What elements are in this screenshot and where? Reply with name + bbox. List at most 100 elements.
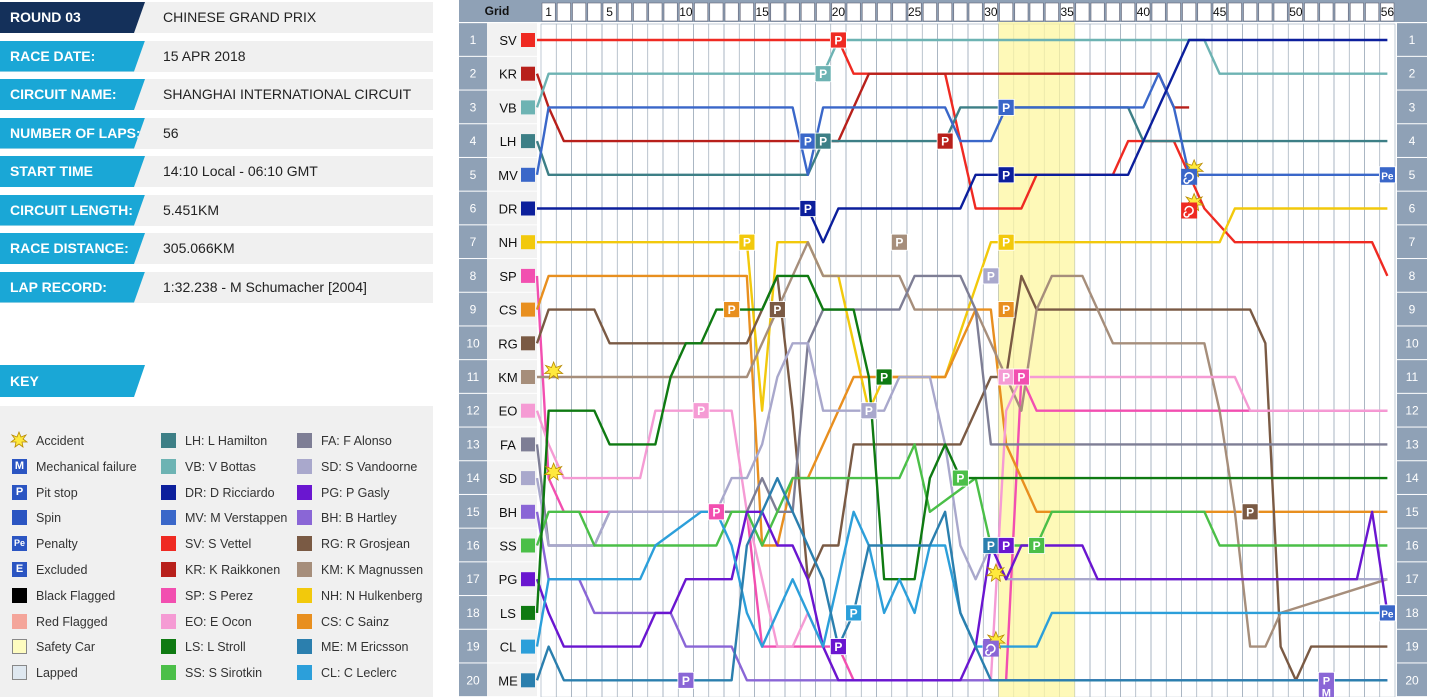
- race-info-label: RACE DATE:: [0, 41, 145, 72]
- grid-driver-code: FA: [500, 437, 516, 452]
- pit-marker: [1028, 537, 1046, 554]
- lap-column: [1089, 23, 1106, 697]
- lap-header-cell: [1075, 2, 1090, 22]
- position-number: 11: [467, 370, 480, 384]
- grid-driver-code: CL: [500, 640, 517, 655]
- lap-header-cell: [1349, 2, 1364, 22]
- key-item-label: CL: C Leclerc: [321, 666, 397, 681]
- excluded-icon: E: [12, 562, 27, 577]
- key-item-label: Lapped: [36, 666, 78, 681]
- pit-marker-glyph: P: [682, 674, 690, 688]
- driver-color-swatch: [161, 458, 176, 474]
- lap-tick-label: 5: [606, 5, 613, 19]
- race-info-value: 305.066KM: [163, 240, 235, 256]
- lap-header-cell: [846, 2, 861, 22]
- position-number: 7: [470, 235, 477, 249]
- pit-marker: [997, 99, 1015, 116]
- lap-column: [1287, 23, 1304, 697]
- position-cell-left: [459, 528, 487, 562]
- lap-header-cell: [999, 2, 1014, 22]
- position-number: 10: [466, 336, 480, 350]
- red-flag-icon: [12, 613, 27, 629]
- position-cell-right: [1397, 292, 1427, 326]
- lap-header-cell: [602, 2, 617, 22]
- grid-driver-swatch: [521, 66, 535, 81]
- penalty-marker-glyph: Pe: [1381, 609, 1394, 620]
- position-number: 15: [466, 505, 480, 519]
- lap-column: [616, 23, 633, 697]
- series-line-mv: [535, 72, 1388, 177]
- driver-color-swatch: [297, 484, 312, 500]
- pit-marker: [677, 671, 695, 689]
- position-cell-left: [459, 663, 487, 697]
- race-info-value: 56: [163, 124, 179, 141]
- race-info-label: CIRCUIT LENGTH:: [0, 195, 145, 226]
- key-item-label: Penalty: [36, 537, 78, 552]
- race-info-value: 1:32.238 - M Schumacher [2004]: [163, 278, 367, 295]
- lapped-icon: [12, 665, 27, 681]
- key-item-label: Red Flagged: [36, 614, 108, 629]
- position-cell-left: [459, 326, 487, 360]
- race-info-value: 14:10 Local - 06:10 GMT: [163, 163, 318, 179]
- position-number: 13: [466, 437, 480, 451]
- lap-header-cell: [831, 2, 846, 22]
- lap-header-cell: [572, 2, 587, 22]
- position-cell-right: [1397, 528, 1427, 562]
- lap-column: [799, 23, 816, 697]
- position-cell-left: [459, 629, 487, 663]
- pit-marker: [829, 31, 847, 49]
- key-item-label: KM: K Magnussen: [321, 563, 424, 577]
- lap-header-cell: [587, 2, 602, 22]
- lap-header-cell: [892, 2, 907, 22]
- key-item-label: SV: S Vettel: [185, 537, 252, 552]
- lap-column: [1196, 23, 1213, 697]
- driver-color-swatch: [297, 639, 312, 655]
- lap-header-cell: [938, 2, 953, 22]
- lap-header-cell: [1212, 2, 1227, 22]
- accident-marker: [985, 563, 1007, 583]
- lap-header-cell: [1090, 2, 1105, 22]
- position-number-right: 1: [1409, 33, 1416, 47]
- lap-column: [830, 23, 847, 697]
- lap-column: [1272, 23, 1289, 697]
- grid-driver-swatch: [521, 100, 535, 115]
- position-number: 20: [466, 673, 480, 687]
- lap-header-cell: [1105, 2, 1120, 22]
- key-item-label: KR: K Raikkonen: [185, 563, 281, 577]
- key-item-label: CS: C Sainz: [321, 614, 390, 629]
- grid-driver-code: VB: [499, 100, 516, 115]
- position-cell-left: [459, 360, 487, 393]
- position-cell-right: [1397, 56, 1427, 90]
- lap-header-cell: [770, 2, 785, 22]
- lap-column: [1181, 23, 1198, 697]
- pit-marker-glyph: P: [1002, 303, 1010, 317]
- position-number: 16: [466, 539, 480, 553]
- driver-color-swatch: [161, 639, 176, 655]
- series-line-ss: [535, 443, 1388, 547]
- grid-driver-code: SD: [499, 471, 517, 486]
- lap-column: [1135, 23, 1152, 697]
- grid-driver-swatch: [521, 639, 535, 654]
- lap-header-cell: [800, 2, 815, 22]
- key-header: KEY: [0, 365, 145, 397]
- grid-driver-swatch: [521, 336, 535, 351]
- pit-marker-glyph: P: [956, 472, 964, 486]
- series-line-ls: [535, 274, 1388, 613]
- race-info-value: SHANGHAI INTERNATIONAL CIRCUIT: [163, 86, 412, 102]
- pit-marker-glyph: P: [987, 539, 995, 553]
- lap-tick-label: 50: [1289, 5, 1303, 19]
- lap-header-cell: [1380, 2, 1395, 22]
- race-info-value: 5.451KM: [163, 201, 220, 218]
- driver-color-swatch: [297, 433, 312, 448]
- driver-color-swatch: [297, 536, 312, 552]
- lap-header-cell: [1304, 2, 1319, 22]
- lap-header-cell: [1166, 2, 1181, 22]
- spin-marker: [982, 640, 999, 657]
- lap-column: [1379, 23, 1396, 697]
- accident-star: [985, 563, 1007, 583]
- lap-header-cell: [739, 2, 754, 22]
- grid-driver-swatch: [521, 572, 535, 587]
- position-cell-left: [459, 124, 487, 157]
- lap-header-cell: [1197, 2, 1212, 22]
- grid-driver-code: CS: [499, 303, 517, 318]
